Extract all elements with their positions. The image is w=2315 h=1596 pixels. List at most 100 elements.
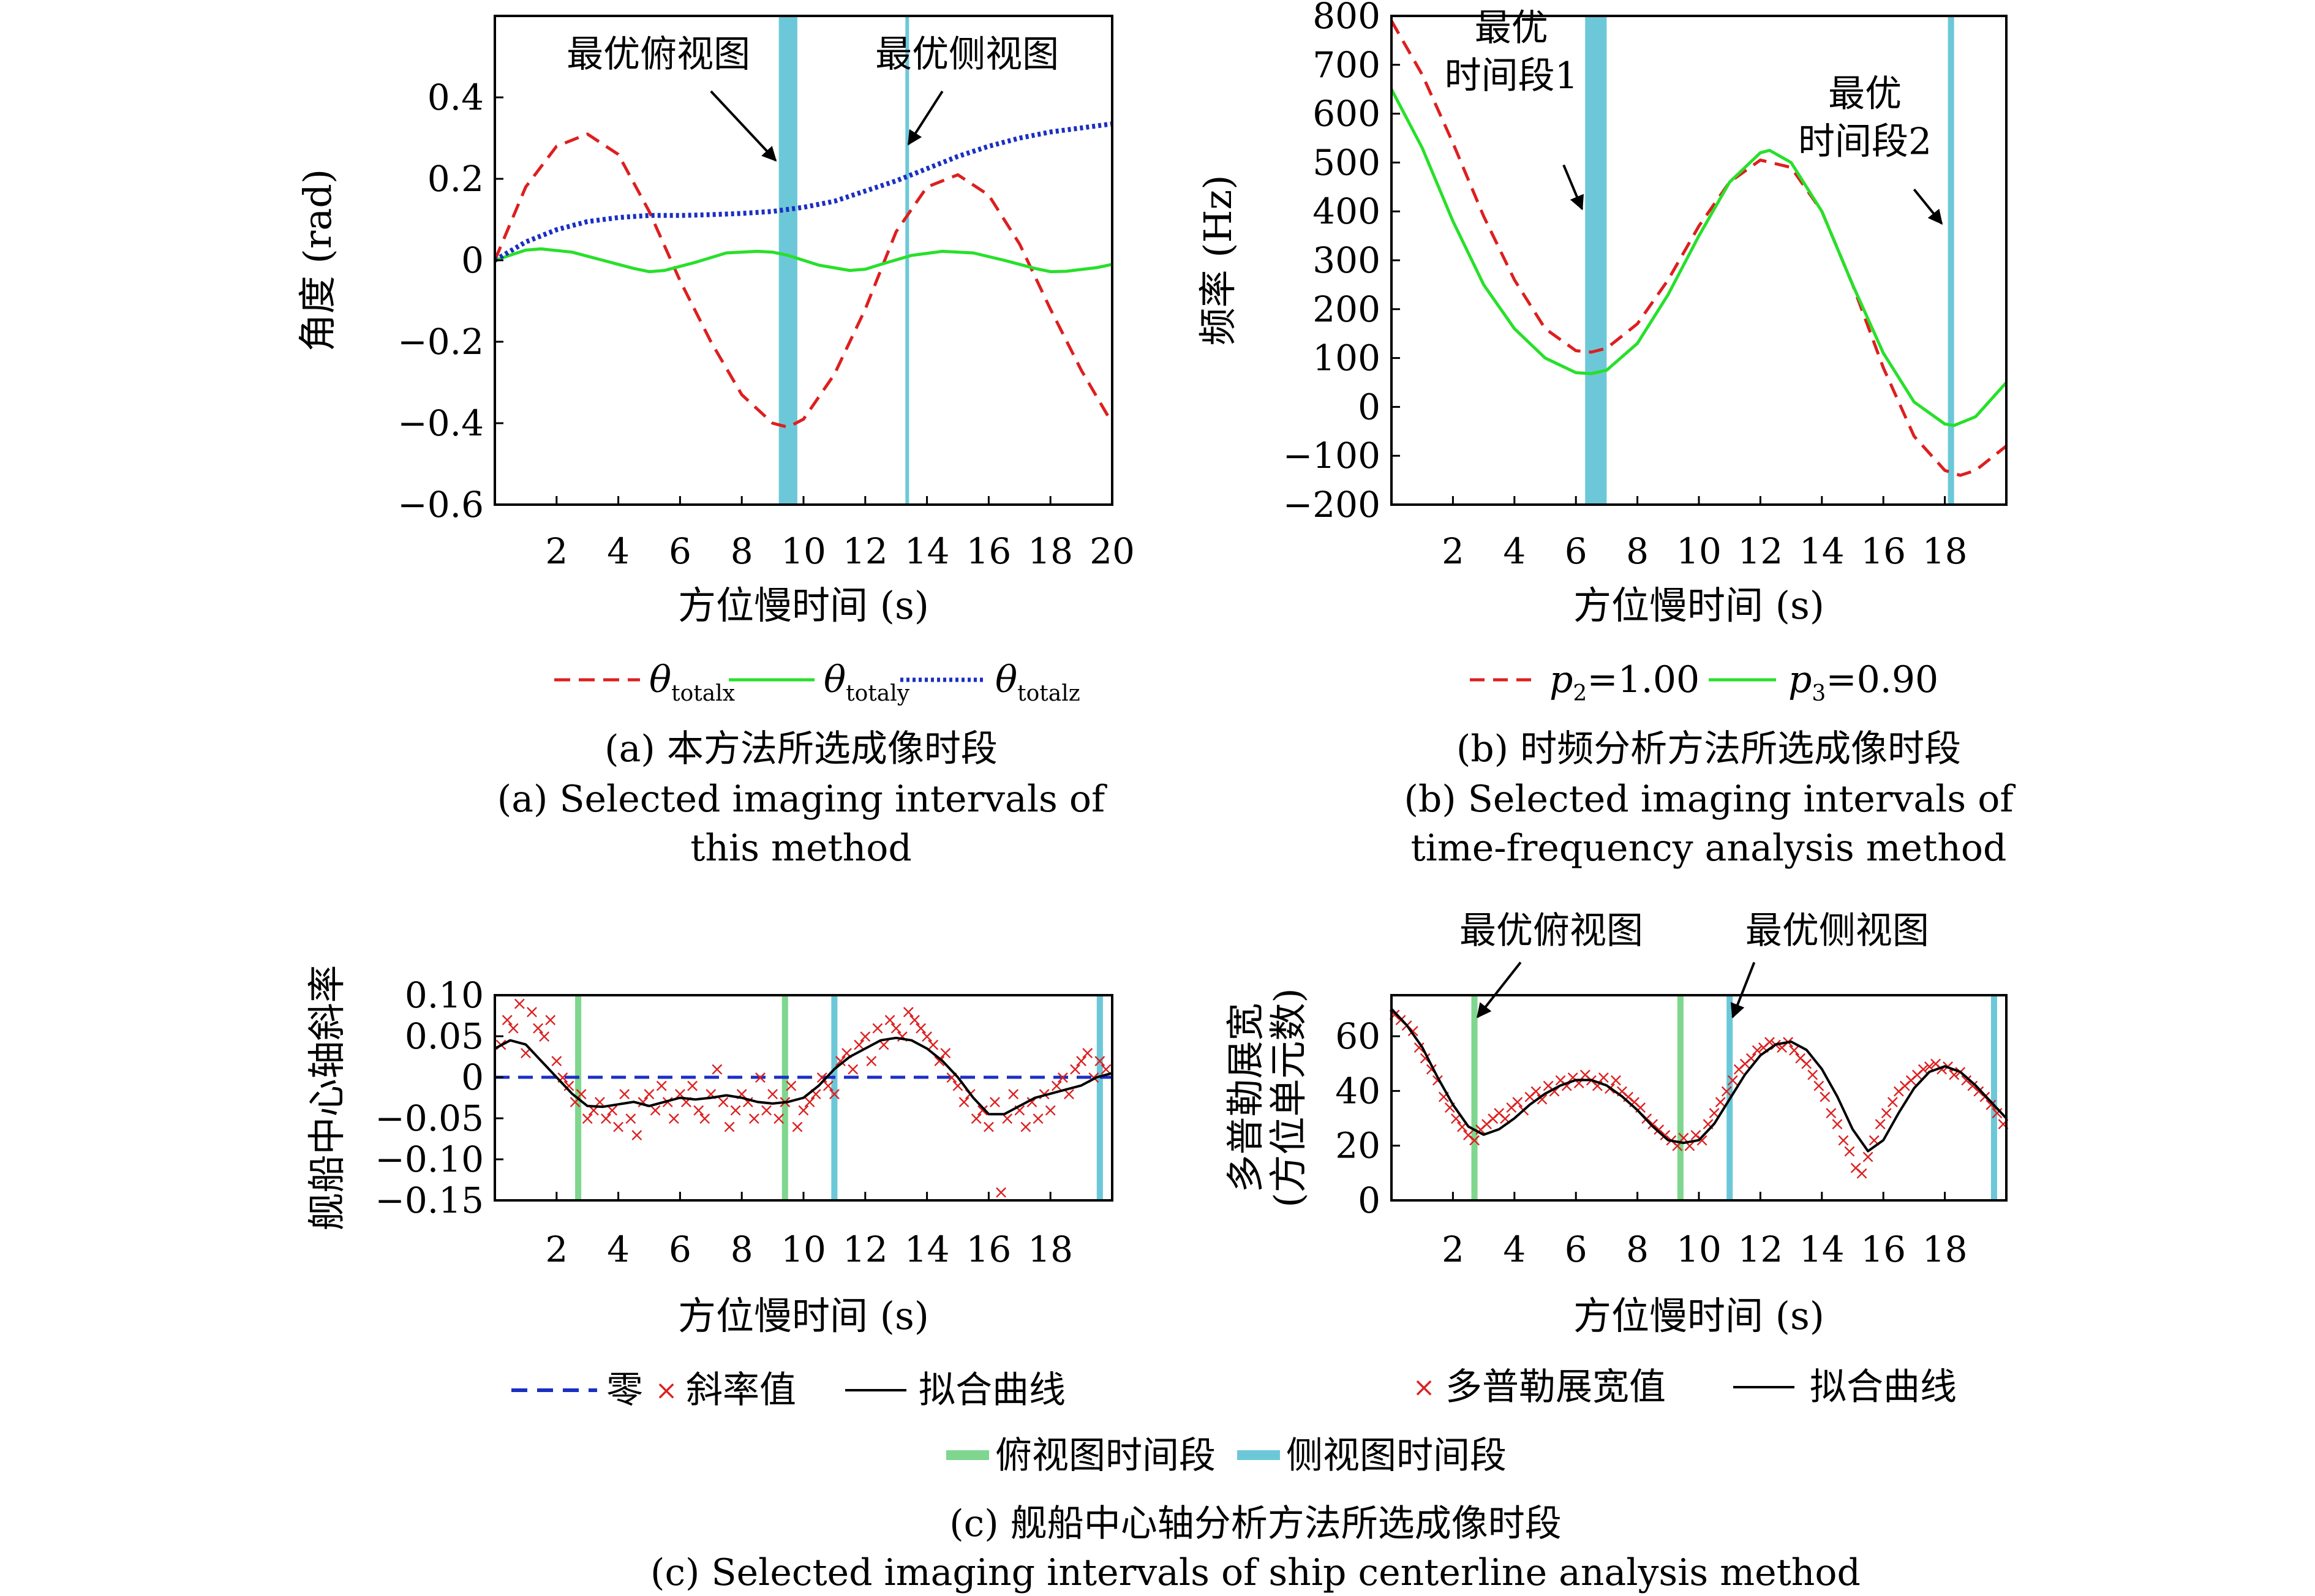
point-c1-s1-47: × [783, 1075, 799, 1096]
ytick-label-b-2: 600 [1312, 93, 1380, 135]
legend-c-top-band-label: 俯视图时间段 [995, 1434, 1216, 1477]
annotation-arrow-a-1 [907, 90, 944, 146]
annotation-arrow-a-0 [710, 90, 777, 162]
xtick-label-c2-5: 12 [1737, 1229, 1783, 1270]
point-c1-s1-54: × [827, 1083, 842, 1105]
point-c2-s0-37: × [1614, 1080, 1630, 1102]
xtick-label-c1-4: 10 [781, 1229, 826, 1270]
point-c2-s0-10: × [1448, 1108, 1464, 1129]
ytick-label-a-3: −0.2 [397, 321, 484, 363]
ytick-label-c2-3: 0 [1358, 1180, 1380, 1221]
xtick-label-c2-6: 14 [1799, 1229, 1845, 1270]
ytick-label-a-4: −0.4 [397, 402, 484, 444]
ylabel-c1: 舰船中心轴斜率 [304, 965, 349, 1230]
point-c1-s1-39: × [734, 1083, 750, 1105]
point-c2-s0-29: × [1565, 1067, 1581, 1088]
ytick-label-b-3: 500 [1312, 141, 1380, 183]
point-c2-s0-46: × [1669, 1135, 1685, 1157]
xtick-label-c2-7: 16 [1861, 1229, 1906, 1270]
point-c1-s1-87: × [1030, 1108, 1045, 1129]
point-c1-s1-16: × [592, 1091, 608, 1113]
point-c1-s1-42: × [753, 1067, 768, 1088]
ytick-label-c2-1: 40 [1335, 1070, 1380, 1112]
plot-frame-c2 [1390, 994, 2008, 1202]
xtick-label-b-8: 18 [1922, 530, 1968, 572]
legend-c-fit-label-right: 拟合曲线 [1810, 1366, 1957, 1409]
point-c1-s1-24: × [641, 1083, 657, 1105]
ytick-label-c1-5: −0.15 [375, 1180, 484, 1221]
band-b-1 [1948, 16, 1954, 505]
xtick-label-c2-3: 8 [1626, 1229, 1649, 1270]
xlabel-a: 方位慢时间 (s) [678, 583, 929, 628]
annotation-arrow-c2-1 [1730, 962, 1756, 1018]
point-c2-s0-30: × [1572, 1072, 1587, 1094]
xtick-label-a-9: 20 [1090, 530, 1135, 572]
xtick-label-b-2: 6 [1565, 530, 1587, 572]
band-c2-1 [1677, 995, 1684, 1200]
annotation-b-1-line1: 时间段2 [1798, 121, 1932, 164]
series-a-0-line [493, 132, 1114, 429]
panel-c-doppler: ××××××××××××××××××××××××××××××××××××××××… [1223, 909, 2011, 1338]
legend-c-top-band-swatch [946, 1450, 989, 1460]
point-c1-s1-89: × [1043, 1100, 1058, 1121]
xtick-label-a-4: 10 [781, 530, 826, 572]
panel-a: 2 4 6 8 10 12 14 16 18 20 0.4 0.2 0 −0.2 −0.4 −0.6 方位慢时间… [295, 15, 1135, 628]
xtick-label-c2-2: 6 [1565, 1229, 1587, 1270]
point-c1-s1-31: × [685, 1075, 700, 1096]
point-c1-s1-93: × [1067, 1059, 1083, 1080]
point-c2-s0-20: × [1510, 1091, 1525, 1113]
point-c1-s1-67: × [907, 1009, 922, 1031]
annotation-c2-1: 最优侧视图 [1745, 909, 1929, 952]
point-c1-s1-75: × [957, 1091, 972, 1113]
xtick-label-b-4: 10 [1676, 530, 1722, 572]
series-a-2-line [493, 121, 1113, 263]
ytick-label-c1-4: −0.10 [375, 1139, 484, 1180]
point-c2-s0-82: × [1891, 1080, 1907, 1102]
point-c1-s1-50: × [802, 1091, 818, 1113]
point-c1-s1-33: × [697, 1108, 712, 1129]
point-c1-s1-44: × [765, 1083, 780, 1105]
point-c2-s0-63: × [1774, 1037, 1790, 1058]
point-c1-s1-97: × [1092, 1050, 1107, 1072]
ytick-label-b-10: −200 [1283, 484, 1380, 525]
ytick-label-a-1: 0.2 [427, 158, 484, 200]
point-c2-s0-44: × [1657, 1124, 1673, 1146]
legend-a-thetaz-label: θtotalz [995, 658, 1080, 706]
xtick-label-a-1: 4 [607, 530, 630, 572]
point-c1-s1-5: × [524, 1001, 540, 1023]
point-c1-s1-62: × [876, 1034, 891, 1055]
point-c2-s0-73: × [1835, 1130, 1851, 1151]
ylabel-c2-line1: (方位单元数) [1266, 988, 1311, 1207]
xlabel-b: 方位慢时间 (s) [1573, 583, 1824, 628]
point-c1-s1-48: × [789, 1116, 805, 1137]
xtick-label-c1-7: 16 [966, 1229, 1011, 1270]
ytick-label-b-5: 300 [1312, 239, 1380, 281]
point-c1-s1-85: × [1018, 1116, 1033, 1137]
point-c2-s0-69: × [1811, 1075, 1826, 1096]
caption-b-en-line2: time-frequency analysis method [1411, 827, 2007, 870]
point-c2-s0-31: × [1578, 1064, 1593, 1086]
annotation-c2-0: 最优俯视图 [1459, 909, 1643, 952]
band-a-0 [778, 16, 797, 505]
ytick-label-c1-1: 0.05 [405, 1015, 484, 1057]
ytick-label-c1-3: −0.05 [375, 1097, 484, 1139]
xtick-label-b-6: 14 [1799, 530, 1845, 572]
ytick-label-b-9: −100 [1283, 435, 1380, 476]
caption-a-en-line2: this method [690, 827, 912, 870]
point-c1-s1-34: × [703, 1083, 718, 1105]
point-c1-s1-53: × [821, 1075, 836, 1096]
point-c2-s0-4: × [1412, 1037, 1427, 1058]
xtick-label-c2-1: 4 [1503, 1229, 1526, 1270]
caption-a-zh: (a) 本方法所选成像时段 [604, 728, 998, 770]
ytick-label-b-4: 400 [1312, 190, 1380, 232]
point-c2-s0-19: × [1504, 1097, 1519, 1118]
point-c1-s1-59: × [857, 1026, 873, 1047]
xtick-label-c1-1: 4 [607, 1229, 630, 1270]
annotation-b-0-line0: 最优 [1475, 7, 1548, 50]
point-c2-s0-52: × [1707, 1102, 1722, 1124]
band-c2-0 [1471, 995, 1478, 1200]
point-c2-s0-70: × [1817, 1086, 1832, 1107]
point-c1-s1-20: × [617, 1083, 632, 1105]
panel-c-slope: ××××××××××××××××××××××××××××××××××××××××… [304, 965, 1113, 1338]
